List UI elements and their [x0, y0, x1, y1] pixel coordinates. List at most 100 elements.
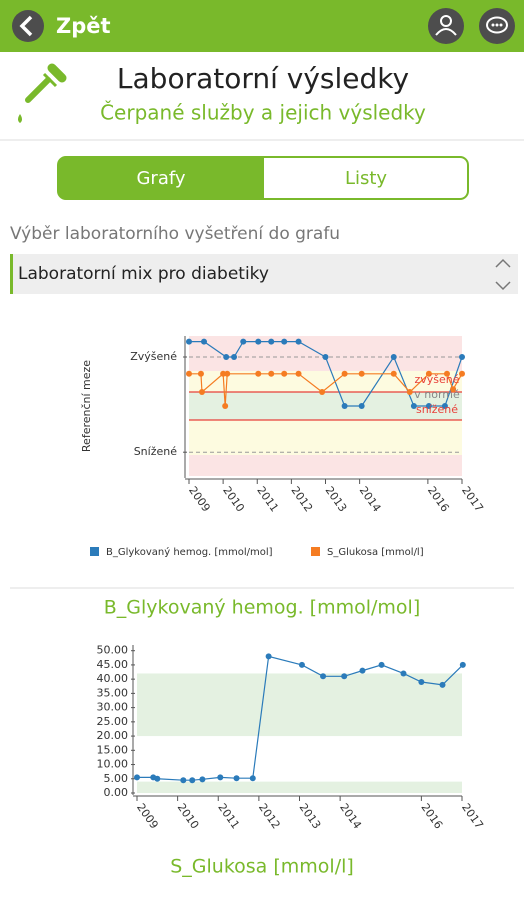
- y-tick-label: 20.00: [97, 729, 129, 742]
- tab[interactable]: Listy: [345, 168, 387, 189]
- tab-selected[interactable]: [58, 157, 264, 199]
- y-tick-label: 35.00: [97, 686, 129, 699]
- data-point: [231, 354, 238, 360]
- x-tick-label: 2014: [337, 801, 364, 831]
- data-point: [320, 673, 327, 680]
- data-point: [390, 370, 397, 377]
- reference-band: [137, 673, 462, 737]
- chart-title: B_Glykovaný hemog. [mmol/mol]: [104, 597, 421, 619]
- annotation: zvýšené: [414, 373, 459, 386]
- data-point: [459, 661, 466, 668]
- x-tick-label: 2009: [134, 801, 161, 831]
- data-point: [410, 403, 417, 409]
- legend-swatch: [311, 547, 320, 556]
- data-point: [240, 338, 247, 345]
- back-label[interactable]: Zpět: [56, 14, 111, 38]
- x-tick-label: 2012: [288, 484, 315, 514]
- data-point: [358, 370, 365, 377]
- data-point: [199, 776, 206, 783]
- data-point: [189, 777, 196, 784]
- data-point: [298, 661, 305, 668]
- reference-band: [189, 420, 462, 455]
- bulb: [47, 63, 67, 83]
- data-point: [180, 777, 187, 784]
- data-point: [319, 389, 326, 395]
- data-point: [217, 774, 224, 781]
- head: [440, 15, 452, 27]
- y-tick-label: 0.00: [104, 786, 129, 799]
- y-tick-label: 30.00: [97, 701, 129, 714]
- reference-band: [189, 455, 462, 476]
- x-tick-label: 2017: [459, 801, 486, 831]
- y-tick-label: Snížené: [134, 445, 178, 458]
- y-tick-label: 10.00: [97, 758, 129, 771]
- data-point: [201, 338, 208, 345]
- collar: [42, 72, 58, 88]
- data-point: [341, 403, 348, 409]
- x-tick-label: 2010: [220, 484, 247, 514]
- data-point: [459, 354, 465, 360]
- y-tick-label: 5.00: [104, 772, 129, 785]
- x-tick-label: 2011: [254, 484, 281, 514]
- body: [435, 28, 457, 36]
- dot: [499, 23, 503, 27]
- legend-label: S_Glukosa [mmol/l]: [327, 547, 424, 558]
- legend-label: B_Glykovaný hemog. [mmol/mol]: [106, 546, 273, 558]
- chart-title: S_Glukosa [mmol/l]: [170, 856, 354, 878]
- data-point: [255, 370, 262, 377]
- data-point: [281, 370, 288, 377]
- data-point: [418, 679, 425, 685]
- data-point: [322, 354, 329, 360]
- data-point: [443, 370, 450, 377]
- tab[interactable]: Grafy: [136, 168, 185, 189]
- data-point: [134, 774, 140, 781]
- y-tick-label: 15.00: [97, 743, 129, 756]
- data-point: [249, 775, 256, 782]
- data-point: [224, 370, 231, 377]
- data-point: [233, 775, 240, 782]
- y-axis-label: Referenční meze: [80, 360, 93, 452]
- x-tick-label: 2016: [418, 801, 445, 831]
- data-point: [268, 338, 275, 345]
- data-point: [186, 338, 192, 345]
- x-tick-label: 2017: [459, 484, 486, 514]
- annotation: v normě: [414, 388, 460, 401]
- data-point: [222, 403, 229, 409]
- data-point: [281, 338, 288, 345]
- select-box[interactable]: [10, 254, 518, 294]
- x-tick-label: 2012: [256, 801, 283, 831]
- y-tick-label: 25.00: [97, 715, 129, 728]
- data-point: [390, 354, 397, 360]
- x-tick-label: 2011: [215, 801, 242, 831]
- annotation: snížené: [416, 403, 458, 416]
- y-tick-label: Zvýšené: [130, 350, 177, 363]
- drop: [18, 114, 22, 123]
- data-point: [268, 370, 275, 377]
- data-point: [265, 653, 272, 660]
- data-point: [359, 667, 366, 674]
- x-tick-label: 2014: [357, 484, 384, 514]
- select-value[interactable]: Laboratorní mix pro diabetiky: [18, 264, 269, 284]
- y-tick-label: 50.00: [97, 644, 129, 657]
- data-point: [439, 681, 446, 688]
- x-tick-label: 2013: [323, 484, 350, 514]
- dot: [491, 23, 495, 27]
- x-tick-label: 2013: [297, 801, 324, 831]
- chevron: [19, 15, 33, 37]
- data-point: [400, 670, 407, 677]
- x-tick-label: 2009: [186, 484, 213, 514]
- data-point: [406, 389, 413, 395]
- profile-button[interactable]: [428, 8, 464, 44]
- data-point: [341, 673, 348, 680]
- back-button[interactable]: Zpět: [12, 10, 111, 42]
- select-label: Výběr laboratorního vyšetření do grafu: [10, 224, 340, 244]
- chat-button[interactable]: [479, 8, 515, 44]
- y-tick-label: 40.00: [97, 672, 129, 685]
- page-title: Laboratorní výsledky: [117, 62, 409, 95]
- data-point: [358, 403, 365, 409]
- data-point: [450, 386, 457, 393]
- data-point: [223, 354, 230, 360]
- data-point: [425, 370, 432, 377]
